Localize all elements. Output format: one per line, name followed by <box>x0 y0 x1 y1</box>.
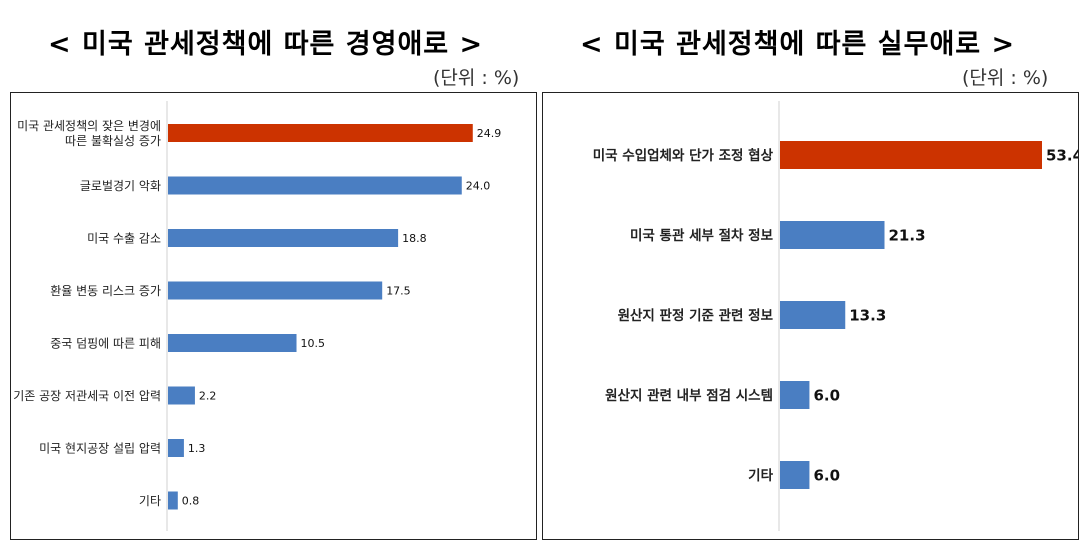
left-bar-6 <box>168 439 184 457</box>
right-value-label-0: 53.4 <box>1046 146 1078 164</box>
right-value-label-2: 13.3 <box>849 306 886 324</box>
left-bar-4 <box>168 334 297 352</box>
left-value-label-4: 10.5 <box>301 337 326 350</box>
left-unit-note: (단위 : %) <box>433 67 520 89</box>
right-bar-2 <box>780 301 846 329</box>
left-category-label-7: 기타 <box>139 494 161 508</box>
left-chart-title: < 미국 관세정책에 따른 경영애로 > <box>48 29 484 60</box>
left-category-label-1: 글로벌경기 악화 <box>80 179 161 193</box>
right-chart-title: < 미국 관세정책에 따른 실무애로 > <box>580 29 1016 60</box>
left-value-label-3: 17.5 <box>386 284 411 297</box>
left-category-label-3: 환율 변동 리스크 증가 <box>50 284 161 298</box>
right-chart-panel: 53.4 미국 수입업체와 단가 조정 협상 21.3 미국 통관 세부 절차 정보 1… <box>542 92 1083 540</box>
left-bar-3 <box>168 281 383 300</box>
left-chart-panel: 24.9 미국 관세정책의 잦은 변경에 따른 불확실성 증가 24.0 글로벌경기 악… <box>10 92 537 540</box>
right-value-label-3: 6.0 <box>813 386 840 404</box>
right-bar-3 <box>780 381 810 409</box>
left-bar-5 <box>168 386 195 405</box>
left-category-label-2: 미국 수출 감소 <box>87 231 161 245</box>
right-category-label-0: 미국 수입업체와 단가 조정 협상 <box>593 147 774 164</box>
right-bar-1 <box>780 221 885 249</box>
right-value-label-4: 6.0 <box>813 466 840 484</box>
right-category-label-2: 원산지 판정 기준 관련 정보 <box>618 307 774 324</box>
left-category-label-5: 기존 공장 저관세국 이전 압력 <box>13 389 161 403</box>
left-value-label-6: 1.3 <box>188 442 206 455</box>
right-bar-chart: 53.4 미국 수입업체와 단가 조정 협상 21.3 미국 통관 세부 절차 정보 1… <box>593 101 1083 531</box>
right-unit-note: (단위 : %) <box>962 67 1049 89</box>
right-bar-4 <box>780 461 810 489</box>
left-bar-1 <box>168 176 462 195</box>
left-value-label-2: 18.8 <box>402 232 427 245</box>
left-bar-7 <box>168 491 178 510</box>
right-value-label-1: 21.3 <box>889 226 926 244</box>
right-category-label-3: 원산지 관련 내부 점검 시스템 <box>605 387 773 404</box>
right-category-label-4: 기타 <box>748 468 773 484</box>
left-value-label-1: 24.0 <box>466 179 491 192</box>
left-value-label-7: 0.8 <box>182 494 200 507</box>
left-value-label-0: 24.9 <box>477 127 502 140</box>
left-category-label-0: 미국 관세정책의 잦은 변경에 <box>17 118 161 133</box>
left-bar-0 <box>168 124 473 142</box>
left-bar-2 <box>168 229 399 247</box>
left-category-label-6: 미국 현지공장 설립 압력 <box>39 441 161 455</box>
right-category-label-1: 미국 통관 세부 절차 정보 <box>630 227 774 244</box>
left-category-label-4: 중국 덤핑에 따른 피해 <box>50 336 161 350</box>
left-category-label-0: 따른 불확실성 증가 <box>65 134 161 148</box>
right-bar-0 <box>780 141 1042 169</box>
left-value-label-5: 2.2 <box>199 389 217 402</box>
